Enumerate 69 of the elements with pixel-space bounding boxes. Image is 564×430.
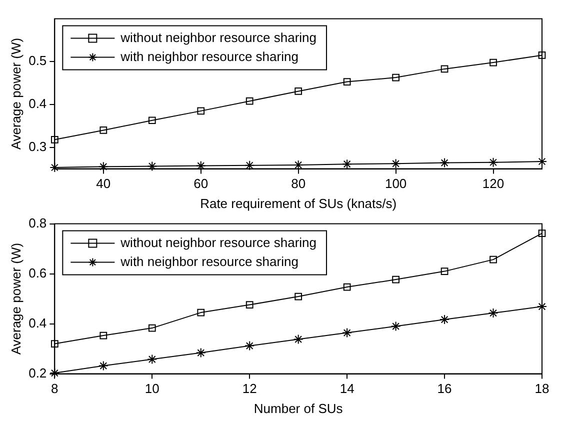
point [100, 126, 108, 134]
legend-label: without neighbor resource sharing [120, 30, 317, 45]
point [488, 157, 498, 168]
point [50, 340, 58, 348]
point [148, 116, 156, 124]
x-tick-label: 120 [482, 176, 504, 192]
x-tick-label: 12 [242, 381, 257, 396]
point [50, 136, 58, 144]
point [50, 368, 60, 378]
y-axis-title: Average power (W) [8, 242, 24, 355]
point [196, 160, 206, 171]
point [246, 301, 254, 308]
point [392, 74, 400, 82]
point [538, 52, 546, 59]
legend-label: with neighbor resource sharing [120, 48, 298, 64]
point [197, 107, 205, 115]
point [440, 65, 448, 73]
point [390, 158, 401, 169]
x-tick-label: 18 [534, 381, 550, 396]
point [244, 160, 255, 170]
point [148, 324, 156, 332]
legend-label: with neighbor resource sharing [120, 254, 298, 269]
y-tick-label: 0.2 [28, 365, 47, 380]
point [392, 276, 400, 284]
y-tick-label: 0.5 [28, 53, 47, 68]
point [147, 161, 158, 172]
point [293, 160, 304, 170]
point [342, 328, 352, 338]
legend-label: without neighbor resource sharing [120, 234, 317, 250]
point [488, 308, 498, 318]
point [50, 162, 60, 173]
y-tick-label: 0.4 [28, 96, 47, 112]
point [244, 340, 255, 351]
y-tick-label: 0.4 [28, 315, 47, 330]
point [294, 88, 302, 95]
point [147, 354, 158, 364]
point [294, 292, 302, 300]
y-tick-label: 0.8 [28, 215, 47, 230]
point [490, 256, 497, 264]
point [197, 308, 205, 316]
point [440, 158, 450, 168]
point [440, 268, 448, 275]
x-tick-label: 10 [144, 381, 160, 396]
x-axis-title: Number of SUs [254, 400, 344, 416]
point [196, 348, 206, 358]
point [293, 334, 304, 344]
x-tick-label: 40 [96, 176, 111, 192]
y-axis-title: Average power (W) [8, 38, 24, 150]
x-tick-label: 60 [194, 176, 208, 192]
point [538, 230, 546, 237]
x-tick-label: 14 [340, 381, 354, 396]
point [100, 332, 108, 340]
x-tick-label: 80 [291, 176, 306, 192]
x-tick-label: 100 [384, 176, 407, 192]
x-tick-label: 16 [437, 381, 452, 396]
point [343, 283, 351, 291]
point [98, 162, 108, 172]
point [390, 321, 401, 332]
point [343, 78, 351, 86]
x-axis-title: Rate requirement of SUs (knats/s) [200, 196, 397, 211]
point [246, 97, 254, 105]
point [537, 302, 547, 312]
point [342, 159, 352, 170]
point [98, 360, 108, 371]
y-tick-label: 0.3 [28, 138, 47, 154]
point [490, 58, 497, 66]
x-tick-label: 8 [51, 381, 58, 396]
point [440, 314, 450, 325]
y-tick-label: 0.6 [28, 265, 47, 280]
